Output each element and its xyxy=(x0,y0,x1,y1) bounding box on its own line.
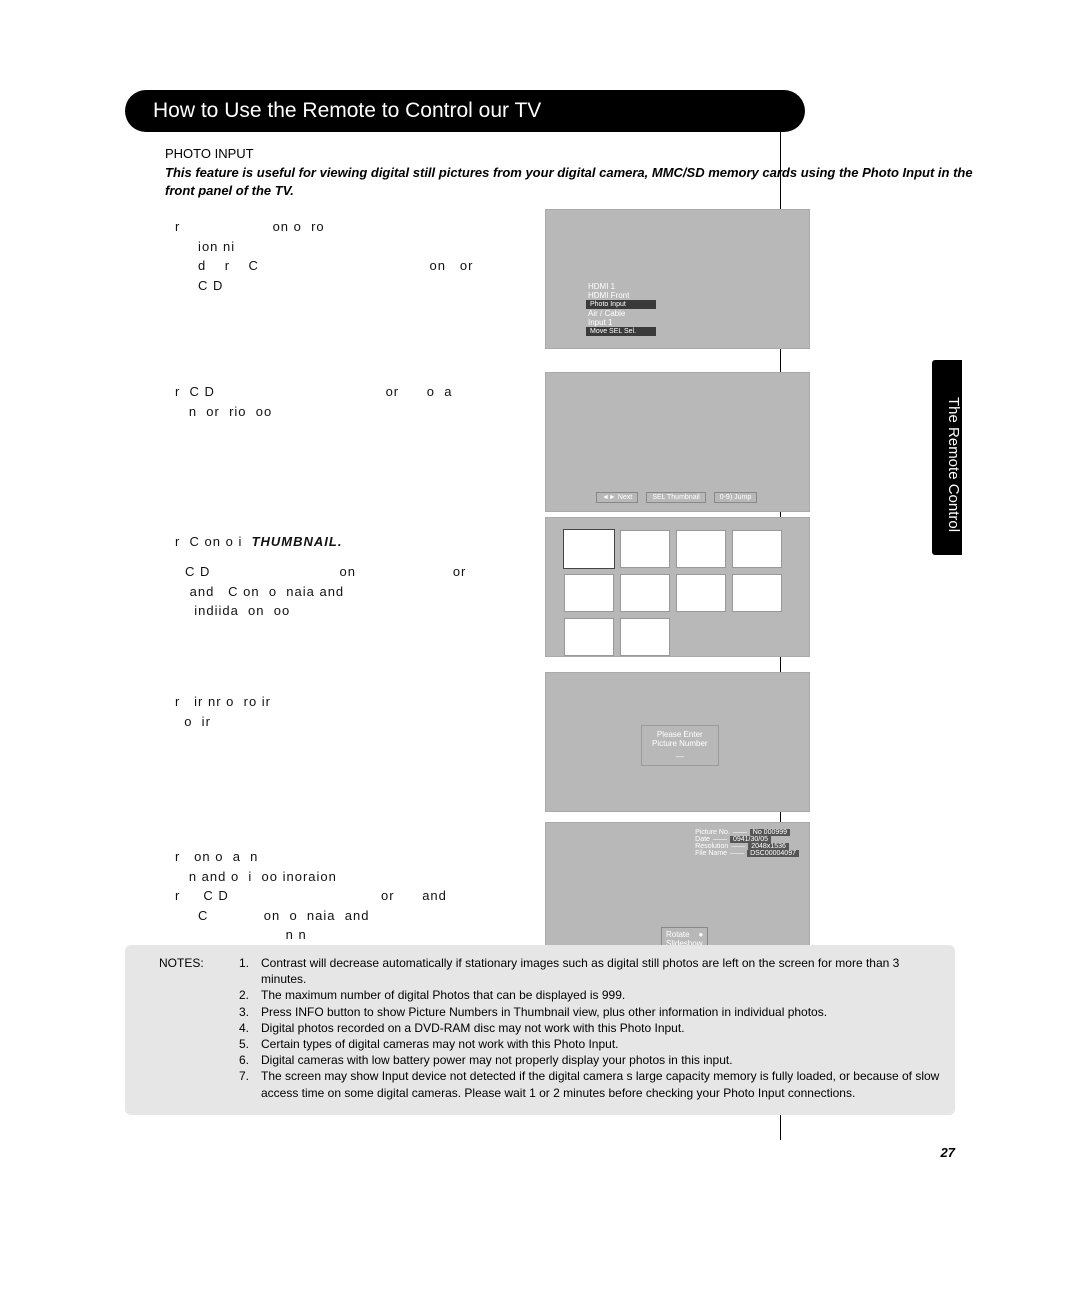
step-1-text: r on o ro ion ni d r C on or C D xyxy=(175,217,475,295)
notes-heading: NOTES: xyxy=(159,955,239,1101)
menu-item: HDMI 1 xyxy=(586,282,656,291)
tv-screen-2: ◄► Next SEL Thumbnail 0-9) Jump xyxy=(545,372,810,512)
tv-screen-1: HDMI 1 HDMI Front Photo Input Air / Cabl… xyxy=(545,209,810,349)
info-value: DSC00004097 xyxy=(747,850,799,857)
thumbnail-cell xyxy=(620,530,670,568)
note-row: 6.Digital cameras with low battery power… xyxy=(239,1052,941,1068)
menu-item: Input 1 xyxy=(586,318,656,327)
footer-next: ◄► Next xyxy=(596,492,638,503)
note-text: Certain types of digital cameras may not… xyxy=(261,1036,941,1052)
thumbnail-cell xyxy=(732,530,782,568)
step-3b-text: C D on or and C on o naia and indiida on… xyxy=(185,562,485,621)
notes-list: 1.Contrast will decrease automatically i… xyxy=(239,955,941,1101)
footer-thumbnail: SEL Thumbnail xyxy=(646,492,705,503)
thumbnail-cell xyxy=(676,530,726,568)
note-text: The screen may show Input device not det… xyxy=(261,1068,941,1100)
thumbnail-cell xyxy=(620,574,670,612)
thumbnail-cell xyxy=(676,574,726,612)
note-number: 7. xyxy=(239,1068,261,1100)
note-text: Contrast will decrease automatically if … xyxy=(261,955,941,987)
footer-jump: 0-9) Jump xyxy=(714,492,758,503)
thumbnail-cell xyxy=(564,574,614,612)
section-title: How to Use the Remote to Control our TV xyxy=(125,90,805,132)
note-number: 2. xyxy=(239,987,261,1003)
info-value: 2048x1536 xyxy=(748,843,789,850)
note-row: 7.The screen may show Input device not d… xyxy=(239,1068,941,1100)
intro-text: This feature is useful for viewing digit… xyxy=(165,164,985,199)
info-label: Resolution xyxy=(695,843,728,850)
info-label: Picture No. xyxy=(695,829,730,836)
menu-item: Air / Cable xyxy=(586,309,656,318)
prompt-line1: Please Enter xyxy=(652,730,708,739)
note-text: The maximum number of digital Photos tha… xyxy=(261,987,941,1003)
note-row: 4.Digital photos recorded on a DVD-RAM d… xyxy=(239,1020,941,1036)
menu-footer: Move SEL Sel. xyxy=(586,327,656,336)
note-number: 5. xyxy=(239,1036,261,1052)
note-number: 3. xyxy=(239,1004,261,1020)
side-tab: The Remote Control xyxy=(932,360,962,555)
tv-screen-3-thumbnails xyxy=(545,517,810,657)
step-5-text: r on o a n n and o i oo inoraion r C D o… xyxy=(175,847,475,945)
thumbnail-cell xyxy=(564,618,614,656)
note-text: Press INFO button to show Picture Number… xyxy=(261,1004,941,1020)
menu-item: HDMI Front xyxy=(586,291,656,300)
thumbnail-cell xyxy=(620,618,670,656)
info-label: Date xyxy=(695,836,710,843)
tv-screen-5: Picture No.——No 000999 Date——0941/30/05 … xyxy=(545,822,810,962)
note-row: 2.The maximum number of digital Photos t… xyxy=(239,987,941,1003)
page-number: 27 xyxy=(941,1145,955,1160)
prompt-dash: — xyxy=(652,752,708,761)
photo-input-label: PHOTO INPUT xyxy=(165,146,955,161)
note-number: 4. xyxy=(239,1020,261,1036)
info-value: 0941/30/05 xyxy=(730,836,771,843)
thumbnail-cell xyxy=(564,530,614,568)
note-row: 1.Contrast will decrease automatically i… xyxy=(239,955,941,987)
thumbnail-cell xyxy=(732,574,782,612)
note-row: 5.Certain types of digital cameras may n… xyxy=(239,1036,941,1052)
step-2-text: r C D or o a n or rio oo xyxy=(175,382,475,421)
step-4-text: r ir nr o ro ir o ir xyxy=(175,692,475,731)
step-3a-text: r C on o i THUMBNAIL. xyxy=(175,532,475,552)
note-number: 6. xyxy=(239,1052,261,1068)
info-label: File Name xyxy=(695,850,727,857)
note-number: 1. xyxy=(239,955,261,987)
info-value: No 000999 xyxy=(750,829,790,836)
note-row: 3.Press INFO button to show Picture Numb… xyxy=(239,1004,941,1020)
prompt-line2: Picture Number xyxy=(652,739,708,748)
menu-item-selected: Photo Input xyxy=(586,300,656,309)
tv-screen-4: Please Enter Picture Number — xyxy=(545,672,810,812)
notes-box: NOTES: 1.Contrast will decrease automati… xyxy=(125,945,955,1115)
rotate-label: Rotate ● xyxy=(666,930,703,939)
note-text: Digital cameras with low battery power m… xyxy=(261,1052,941,1068)
note-text: Digital photos recorded on a DVD-RAM dis… xyxy=(261,1020,941,1036)
